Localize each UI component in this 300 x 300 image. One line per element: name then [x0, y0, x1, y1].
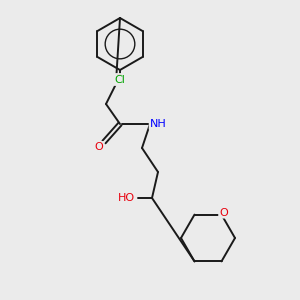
Text: O: O — [94, 142, 103, 152]
Text: O: O — [115, 74, 123, 84]
Text: O: O — [219, 208, 228, 218]
Text: HO: HO — [117, 193, 135, 203]
Text: Cl: Cl — [115, 75, 125, 85]
Text: NH: NH — [150, 119, 166, 129]
